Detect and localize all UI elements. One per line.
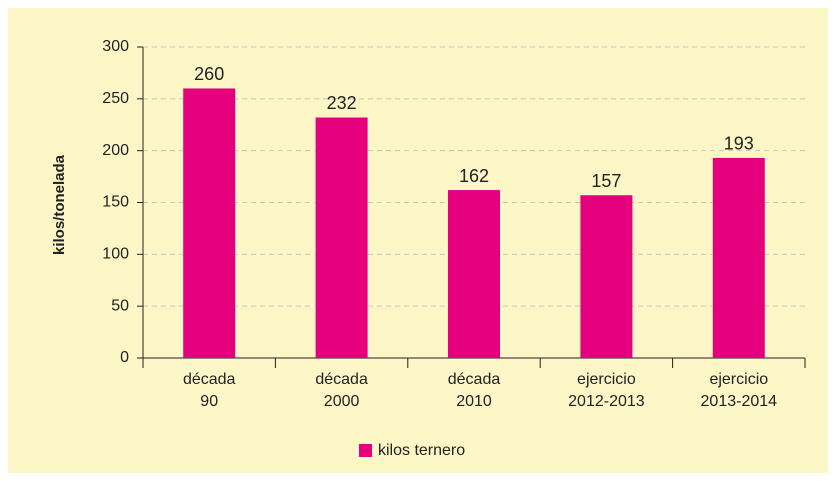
x-tick-label-line: 2013-2014 [701, 393, 778, 410]
bar [183, 88, 236, 358]
bar [315, 117, 368, 358]
y-tick-label: 250 [102, 90, 129, 107]
x-tick-label-line: década [448, 371, 501, 388]
x-tick-label-line: 2010 [456, 393, 492, 410]
x-tick-label: década 2010 [448, 371, 501, 410]
background [8, 8, 828, 473]
x-tick-label-line: 2012-2013 [568, 393, 645, 410]
x-tick-label-line: ejercicio [577, 371, 636, 388]
y-tick-label: 150 [102, 194, 129, 211]
bar [712, 157, 765, 358]
legend-label: kilos ternero [378, 442, 465, 459]
x-tick-label-line: 2000 [324, 393, 360, 410]
x-tick-label-line: década [183, 371, 236, 388]
y-tick-label: 0 [120, 349, 129, 366]
x-tick-label-line: 90 [200, 393, 218, 410]
y-tick-label: 50 [111, 297, 129, 314]
y-tick-label: 300 [102, 38, 129, 55]
x-tick-label-line: década [315, 371, 368, 388]
y-axis-label: kilos/tonelada [51, 154, 68, 255]
x-tick-label: ejercicio 2012-2013 [568, 371, 645, 410]
data-label: 162 [459, 166, 489, 186]
bar [448, 190, 500, 358]
x-tick-label: década 2000 [315, 371, 368, 410]
x-tick-label: década 90 [183, 371, 236, 410]
data-label: 232 [327, 93, 357, 113]
legend-swatch [359, 444, 372, 457]
x-tick-label-line: ejercicio [709, 371, 768, 388]
data-label: 260 [194, 64, 224, 84]
y-tick-label: 100 [102, 246, 129, 263]
bar [580, 195, 633, 358]
x-tick-label: ejercicio 2013-2014 [701, 371, 778, 410]
data-label: 193 [724, 134, 754, 154]
data-label: 157 [591, 171, 621, 191]
y-tick-label: 200 [102, 142, 129, 159]
